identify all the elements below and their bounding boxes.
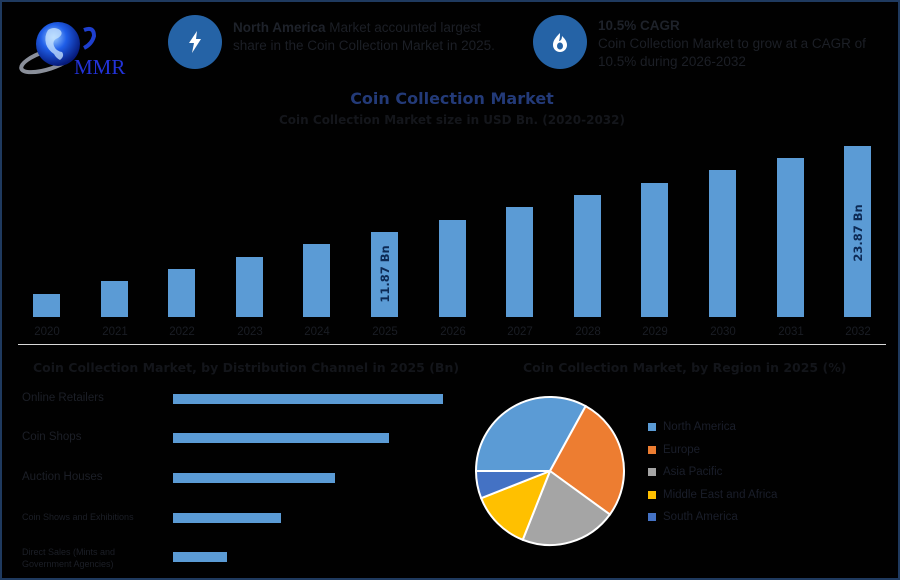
bar-2024 (303, 244, 330, 317)
pie-slice-north-america (474, 396, 588, 472)
data-label-2025: 11.87 Bn (377, 245, 392, 303)
bar-2028 (574, 195, 601, 317)
x-tick-label: 2023 (237, 326, 263, 338)
x-tick-label: 2026 (440, 326, 466, 338)
x-tick-label: 2021 (102, 326, 128, 338)
lightning-bolt-icon (168, 15, 222, 69)
x-tick-label: 2020 (34, 326, 60, 338)
bar-2027 (506, 207, 533, 317)
x-tick-label: 2030 (710, 326, 736, 338)
legend-item: South America (648, 511, 738, 523)
channel-bar (173, 433, 389, 443)
info-highlight: North America (233, 20, 326, 35)
legend-label: Europe (663, 444, 701, 456)
x-tick-label: 2024 (304, 326, 330, 338)
x-tick-label: 2022 (169, 326, 195, 338)
bar-2032 (844, 146, 871, 317)
legend-swatch (648, 491, 656, 499)
x-tick-label: 2028 (575, 326, 601, 338)
pie-slice-middle-east-and-africa (479, 469, 552, 542)
legend-item: North America (648, 421, 736, 433)
legend-swatch (648, 468, 656, 476)
bar-2031 (777, 158, 804, 317)
legend-label: Middle East and Africa (663, 489, 778, 501)
x-tick-label: 2025 (372, 326, 398, 338)
legend-item: Asia Pacific (648, 466, 722, 478)
legend-swatch (648, 446, 656, 454)
chart-title: Coin Collection Market (350, 89, 554, 108)
growth-flame-icon (533, 15, 587, 69)
cagr-text-line1: Coin Collection Market to grow at a CAGR… (598, 36, 866, 51)
pie-slice-south-america (474, 470, 551, 500)
channel-label: Online Retailers (22, 392, 104, 404)
legend-swatch (648, 513, 656, 521)
logo-text: MMR (74, 55, 125, 79)
channel-bar (173, 513, 281, 523)
channel-label: Coin Shops (22, 431, 82, 443)
pie-slice-europe (548, 404, 625, 516)
cagr-title: 10.5% CAGR (598, 18, 680, 33)
x-tick-label: 2031 (778, 326, 804, 338)
bar-2026 (439, 220, 466, 317)
legend-label: North America (663, 421, 736, 433)
cagr-text-line2: 10.5% during 2026-2032 (598, 54, 746, 69)
channel-chart-title: Coin Collection Market, by Distribution … (33, 360, 460, 375)
info-text-line1: Market accounted largest (325, 20, 481, 35)
region-chart-title: Coin Collection Market, by Region in 202… (523, 360, 847, 375)
info-north-america: North America Market accounted largest s… (233, 19, 523, 55)
axis-divider (18, 344, 886, 345)
channel-bar (173, 473, 335, 483)
bar-2020 (33, 294, 60, 317)
legend-item: Europe (648, 444, 700, 456)
bar-2021 (101, 281, 128, 317)
channel-label: Coin Shows and Exhibitions (22, 512, 134, 522)
pie-slice-asia-pacific (521, 469, 612, 546)
legend-label: South America (663, 511, 738, 523)
mmr-logo: MMR (18, 16, 140, 80)
channel-label: Direct Sales (Mints and Government Agenc… (22, 547, 116, 569)
channel-label: Auction Houses (22, 471, 103, 483)
x-tick-label: 2029 (642, 326, 668, 338)
legend-item: Middle East and Africa (648, 489, 777, 501)
data-label-2032: 23.87 Bn (850, 204, 865, 262)
bar-2030 (709, 170, 736, 317)
channel-bar (173, 394, 443, 404)
bar-2025 (371, 232, 398, 317)
bar-2023 (236, 257, 263, 317)
legend-swatch (648, 423, 656, 431)
bar-2022 (168, 269, 195, 317)
bar-2029 (641, 183, 668, 317)
x-tick-label: 2032 (845, 326, 871, 338)
region-pie-chart (474, 396, 625, 546)
x-tick-label: 2027 (507, 326, 533, 338)
info-text-line2: share in the Coin Collection Market in 2… (233, 38, 495, 53)
chart-subtitle: Coin Collection Market size in USD Bn. (… (279, 113, 625, 127)
legend-label: Asia Pacific (663, 466, 723, 478)
channel-bar (173, 552, 227, 562)
info-cagr: 10.5% CAGR Coin Collection Market to gro… (598, 17, 898, 71)
